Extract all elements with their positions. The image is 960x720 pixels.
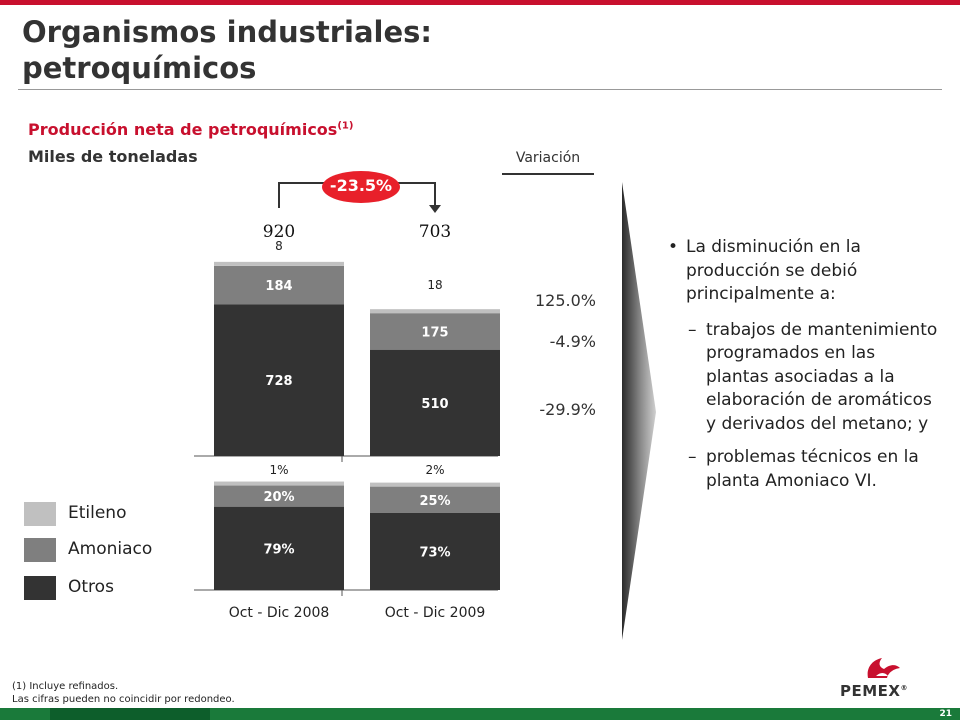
footnote-2: Las cifras pueden no coincidir por redon… [12,694,235,705]
variation-etileno: 125.0% [534,291,596,310]
chart-subtitle: Producción neta de petroquímicos(1) [28,120,353,139]
data-label-amoniaco: 175 [421,325,448,340]
explanation-item-text: problemas técnicos en la planta Amoniaco… [706,447,919,491]
bar-segment-amoniaco [370,486,500,513]
data-label-etileno: 1% [269,463,288,477]
bar-segment-otros [370,349,500,456]
explanation-bullet: La disminución en la producción se debió… [686,237,861,304]
bar-segment-otros [370,512,500,590]
footer-bar [0,708,960,720]
bar-segment-otros [214,506,344,590]
pemex-logo-text: PEMEX® [840,682,908,700]
bar-segment-etileno [370,309,500,314]
legend-label-etileno: Etileno [68,503,127,523]
data-label-etileno: 2% [425,463,444,477]
title-divider [18,89,942,90]
total-label: 920 [263,222,295,242]
dash-icon: – [688,447,697,467]
change-badge [322,171,400,203]
subtitle-footnote-ref: (1) [337,120,354,132]
explanation-item: – trabajos de mantenimiento programados … [688,319,938,437]
variation-amoniaco: -4.9% [549,332,596,351]
legend-swatch-otros [24,576,56,600]
bar-segment-amoniaco [214,485,344,507]
footnote-1: (1) Incluye refinados. [12,681,119,692]
bar-segment-etileno [214,481,344,486]
footnotes: (1) Incluye refinados. Las cifras pueden… [12,680,235,706]
pemex-logo-wordmark: PEMEX [840,682,901,700]
explanation-item-text: trabajos de mantenimiento programados en… [706,319,938,434]
bullet-dot-icon: • [668,237,679,257]
bar-segment-etileno [370,482,500,487]
legend-label-amoniaco: Amoniaco [68,539,153,559]
pemex-eagle-logo [867,658,900,678]
subtitle-text: Producción neta de petroquímicos [28,120,338,139]
change-arrowhead-icon [429,205,441,213]
bar-segment-amoniaco [370,313,500,350]
explanation-panel: • La disminución en la producción se deb… [668,236,938,493]
change-connector-right [395,182,436,206]
data-label-etileno: 18 [427,278,442,292]
title-line-2: petroquímicos [22,51,257,85]
title-line-1: Organismos industriales: [22,15,433,49]
page-title: Organismos industriales: petroquímicos [22,14,722,86]
bar-segment-otros [214,304,344,456]
data-label-etileno: 8 [275,239,283,253]
change-badge-label: -23.5% [329,176,393,195]
data-label-otros: 728 [265,374,292,389]
legend-swatch-etileno [24,502,56,526]
data-label-otros: 510 [421,397,448,412]
data-label-amoniaco: 25% [419,494,450,509]
chevron-arrow-icon [622,182,656,640]
pemex-logo-registered: ® [900,684,908,692]
variation-underline [502,173,594,175]
total-label: 703 [419,222,451,242]
footer-bar-segment [50,708,210,720]
data-label-amoniaco: 184 [265,279,292,294]
legend-label-otros: Otros [68,577,114,597]
data-label-otros: 73% [419,545,450,560]
bar-segment-amoniaco [214,265,344,305]
variation-header: Variación [515,150,581,166]
data-label-otros: 79% [263,542,294,557]
legend-swatch-amoniaco [24,538,56,562]
variation-otros: -29.9% [539,400,596,419]
x-tick-label: Oct - Dic 2008 [229,605,330,621]
bar-segment-etileno [214,261,344,266]
units-label: Miles de toneladas [28,147,198,166]
data-label-amoniaco: 20% [263,490,294,505]
dash-icon: – [688,319,697,340]
top-accent-bar [0,0,960,5]
x-tick-label: Oct - Dic 2009 [385,605,486,621]
explanation-item: – problemas técnicos en la planta Amonia… [688,446,938,493]
page-number: 21 [939,709,952,719]
